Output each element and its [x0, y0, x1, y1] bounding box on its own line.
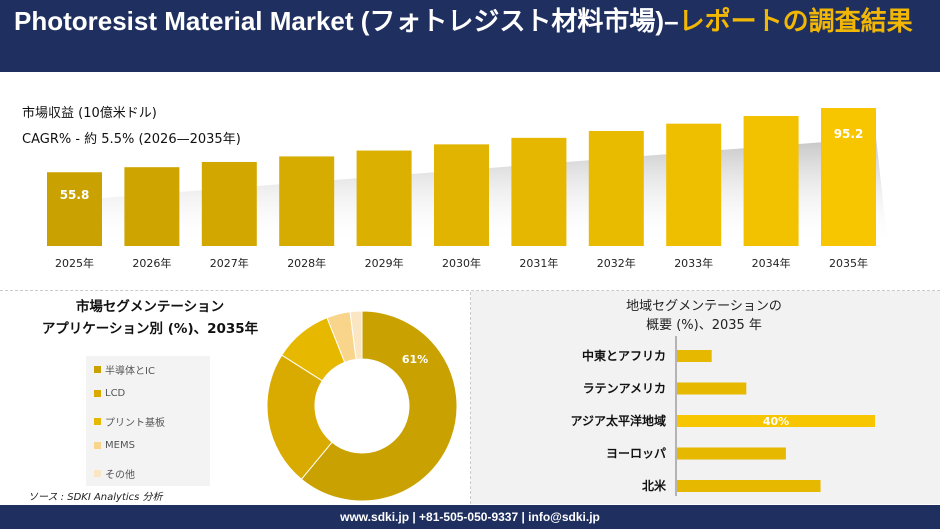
- segment-title: 市場セグメンテーション アプリケーション別 (%)、2035年: [0, 296, 300, 340]
- segment-title-line1: 市場セグメンテーション: [75, 299, 225, 315]
- revenue-bar: [666, 123, 722, 246]
- title-accent: レポートの調査結果: [678, 6, 913, 36]
- region-label: 中東とアフリカ: [582, 348, 666, 363]
- revenue-bar: [743, 115, 799, 246]
- revenue-bar: [821, 108, 876, 246]
- x-tick-label: 2028年: [287, 256, 326, 270]
- x-tick-label: 2033年: [674, 256, 713, 270]
- legend-item: LCD: [94, 388, 125, 399]
- revenue-bar: [356, 150, 412, 246]
- legend-label: その他: [105, 470, 135, 481]
- region-bar: [677, 382, 747, 395]
- section-divider: [0, 290, 940, 291]
- report-header: Photoresist Material Market (フォトレジスト材料市場…: [0, 0, 940, 72]
- bar-data-label: 55.8: [60, 188, 90, 202]
- x-tick-label: 2030年: [442, 256, 481, 270]
- legend-item: プリント基板: [94, 414, 165, 429]
- segment-title-line2: アプリケーション別 (%)、2035年: [41, 321, 259, 337]
- bar-data-label: 95.2: [834, 127, 864, 141]
- legend-swatch: [94, 390, 101, 397]
- region-title: 地域セグメンテーションの 概要 (%)、2035 年: [560, 297, 848, 335]
- legend-label: 半導体とIC: [105, 366, 155, 377]
- donut-slice: [300, 310, 458, 502]
- region-bar: [677, 447, 786, 460]
- region-bar: [677, 415, 875, 427]
- title-main: Photoresist Material Market (フォトレジスト材料市場…: [14, 6, 679, 36]
- revenue-bar: [511, 137, 567, 246]
- region-label: ラテンアメリカ: [583, 382, 666, 396]
- footer-contact: www.sdki.jp | +81-505-050-9337 | info@sd…: [0, 505, 940, 529]
- legend-swatch: [94, 418, 101, 425]
- donut-slice: [266, 354, 333, 480]
- panel-divider: [470, 292, 471, 504]
- region-bar: [677, 350, 712, 362]
- legend-label: プリント基板: [105, 418, 165, 429]
- legend-label: LCD: [105, 388, 126, 399]
- x-tick-label: 2032年: [597, 256, 636, 270]
- x-tick-label: 2027年: [210, 256, 249, 270]
- region-label: 北米: [642, 478, 667, 493]
- revenue-label: 市場収益 (10億米ドル): [22, 106, 157, 121]
- x-tick-label: 2034年: [752, 256, 791, 270]
- revenue-bar: [47, 172, 102, 246]
- x-tick-label: 2025年: [55, 256, 94, 270]
- legend-swatch: [94, 442, 101, 449]
- x-tick-label: 2029年: [365, 256, 404, 270]
- legend-swatch: [94, 470, 101, 477]
- legend-label: MEMS: [105, 440, 135, 451]
- revenue-bar: [588, 130, 644, 246]
- revenue-bar-chart: 2025年 55.8 2026年 2027年 2028年 2029年 2030年 2031年 2…: [47, 108, 888, 270]
- revenue-bar: [201, 161, 257, 246]
- source-note: ソース : SDKI Analytics 分析: [28, 492, 163, 503]
- x-tick-label: 2031年: [519, 256, 558, 270]
- region-title-line1: 地域セグメンテーションの: [626, 299, 782, 314]
- region-title-line2: 概要 (%)、2035 年: [646, 318, 762, 333]
- donut-slice: [349, 310, 363, 360]
- legend-item: MEMS: [94, 440, 135, 451]
- legend-item: その他: [94, 466, 135, 481]
- x-tick-label: 2026年: [132, 256, 171, 270]
- cagr-label: CAGR% - 約 5.5% (2026—2035年): [22, 132, 241, 147]
- page-title: Photoresist Material Market (フォトレジスト材料市場…: [14, 6, 926, 37]
- region-label: アジア太平洋地域: [570, 413, 666, 428]
- revenue-bar: [279, 156, 335, 246]
- revenue-bar: [124, 167, 180, 246]
- slice-data-label: 61%: [402, 353, 428, 366]
- revenue-bar: [434, 144, 489, 246]
- legend-swatch: [94, 366, 101, 373]
- region-panel: [471, 291, 940, 504]
- region-label: ヨーロッパ: [606, 447, 666, 461]
- region-bar: [677, 480, 821, 492]
- x-tick-label: 2035年: [829, 256, 868, 270]
- region-data-label: 40%: [763, 415, 789, 428]
- application-donut-chart: 61%: [266, 310, 458, 502]
- pie-legend: 半導体とIC LCD プリント基板 MEMS その他: [86, 356, 210, 486]
- legend-item: 半導体とIC: [94, 362, 155, 377]
